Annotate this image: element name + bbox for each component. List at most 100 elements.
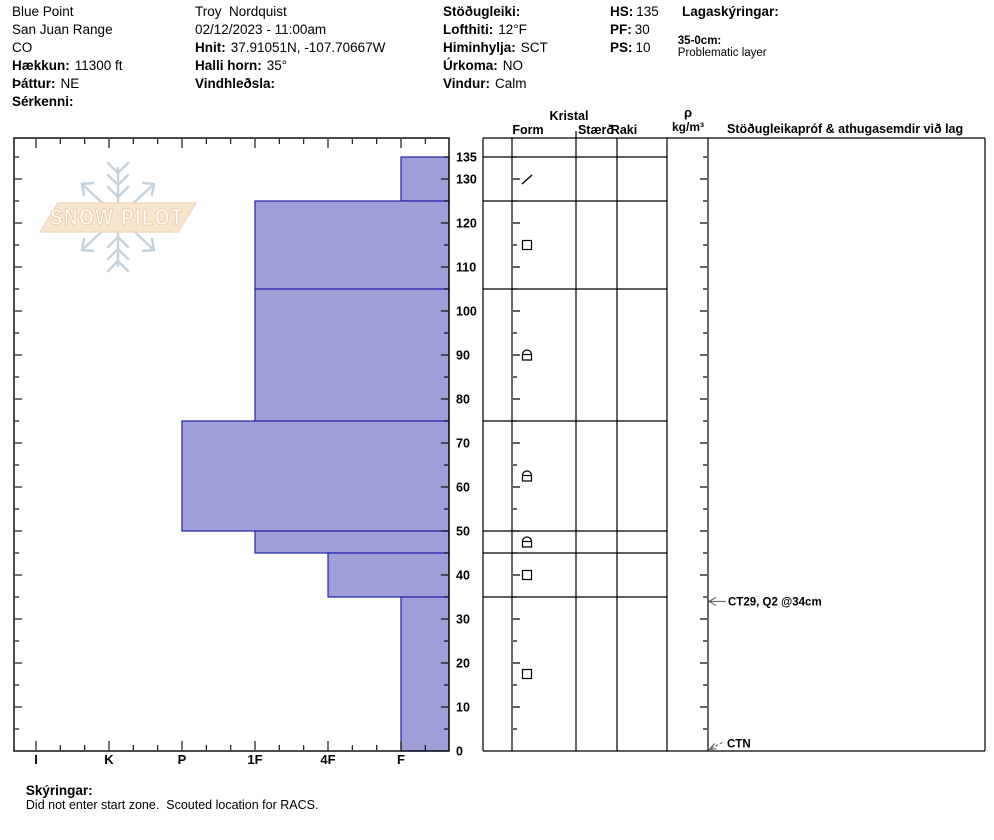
header-row: Þáttur: NE xyxy=(12,75,123,93)
depth-axis-labels: 0 10 20 30 40 50 60 70 80 90 100 110 120 130 135 xyxy=(456,151,477,759)
header-row: Blue Point xyxy=(12,3,123,21)
chart-ticks xyxy=(15,139,448,750)
grain-form-symbols xyxy=(521,174,533,680)
hardness-label: K xyxy=(104,752,114,767)
logo-banner xyxy=(38,202,198,233)
grain-square-icon xyxy=(521,569,533,581)
stability-test-annotations: CT29, Q2 @34cm CTN xyxy=(707,596,822,751)
header-field-value: CO xyxy=(12,40,33,55)
header-row: Stöðugleiki: xyxy=(443,3,548,21)
depth-label: 60 xyxy=(456,481,470,495)
header-field-value: NE xyxy=(60,76,80,91)
layer-bar xyxy=(254,288,450,422)
header-row: Halli horn: 35° xyxy=(195,57,385,75)
depth-label: 0 xyxy=(456,745,463,759)
header-location-column: Blue Point San Juan Range CO Hækkun: 11300 f… xyxy=(12,3,123,111)
layer-bar xyxy=(254,530,450,554)
header-field-label: Vindur: xyxy=(443,76,490,91)
form-column-header: Form xyxy=(512,123,544,137)
arrow-left-icon xyxy=(707,596,717,606)
header-field-value: Troy Nordquist xyxy=(195,4,287,19)
header-field-value: San Juan Range xyxy=(12,22,113,37)
header-field-label: Vindhleðsla: xyxy=(195,76,276,91)
header-weather-column: Stöðugleiki: Lofthiti: 12°F Himinhylja: SCT Ú… xyxy=(443,3,548,93)
layer-bar xyxy=(327,552,450,598)
header-field-label: Hnit: xyxy=(195,40,226,55)
header-field-label: PF: xyxy=(610,22,632,37)
header-field-label: Sérkenni: xyxy=(12,94,74,109)
kristal-header: Kristal xyxy=(549,109,589,123)
layer-bar xyxy=(400,596,450,752)
depth-label: 50 xyxy=(456,525,470,539)
header-row: Úrkoma: NO xyxy=(443,57,548,75)
header-field-label: Lofthiti: xyxy=(443,22,494,37)
hardness-label: 4F xyxy=(320,752,335,767)
header-observer-column: Troy Nordquist 02/12/2023 - 11:00am Hnit: 3… xyxy=(195,3,385,93)
density-units-header: kg/m³ xyxy=(671,120,704,134)
header-field-value: SCT xyxy=(520,40,548,55)
depth-label: 135 xyxy=(456,151,477,165)
depth-label: 100 xyxy=(456,305,477,319)
hardness-label: F xyxy=(397,752,405,767)
header-field-value: 12°F xyxy=(498,22,527,37)
header-field-label: PS: xyxy=(610,40,633,55)
depth-label: 80 xyxy=(456,393,470,407)
depth-label: 10 xyxy=(456,701,470,715)
header-row: 02/12/2023 - 11:00am xyxy=(195,21,385,39)
header-field-label: Stöðugleiki: xyxy=(443,4,521,19)
header-row: Hnit: 37.91051N, -107.70667W xyxy=(195,39,385,57)
header-field-value: 37.91051N, -107.70667W xyxy=(230,40,386,55)
grain-slash-icon xyxy=(521,174,533,185)
pit-notes: Skýringar: Did not enter start zone. Sco… xyxy=(12,769,319,826)
depth-label: 70 xyxy=(456,437,470,451)
hardness-axis-labels: I K P 1F 4F F xyxy=(34,752,405,767)
pit-notes-text: Did not enter start zone. Scouted locati… xyxy=(25,798,319,812)
header-field-label: HS: xyxy=(610,4,634,19)
hardness-label: 1F xyxy=(247,752,262,767)
depth-label: 130 xyxy=(456,173,477,187)
wetness-column-header: Raki xyxy=(610,123,638,137)
test-annotation: CT29, Q2 @34cm xyxy=(728,596,822,608)
depth-label: 20 xyxy=(456,657,470,671)
depth-label: 90 xyxy=(456,349,470,363)
layer-note-text: Problematic layer xyxy=(677,47,767,59)
header-row: CO xyxy=(12,39,123,57)
header-field-label: Þáttur: xyxy=(12,76,56,91)
header-field-value: 30 xyxy=(634,22,650,37)
logo-text: SNOW PILOT xyxy=(50,204,184,230)
header-row: Vindhleðsla: xyxy=(195,75,385,93)
layer-bar xyxy=(181,420,450,532)
header-field-value: 135 xyxy=(636,4,659,19)
header-row: Lofthiti: 12°F xyxy=(443,21,548,39)
depth-label: 120 xyxy=(456,217,477,231)
header-field-label: Halli horn: xyxy=(195,58,262,73)
layer-bar xyxy=(254,200,450,290)
header-row: PF: 30 xyxy=(610,21,659,39)
header-field-value: 35° xyxy=(266,58,288,73)
hardness-label: P xyxy=(178,752,187,767)
stability-tests-header: Stöðugleikapróf & athugasemdir við lag xyxy=(727,122,964,136)
header-row: HS: 135 xyxy=(610,3,659,21)
layer-note-range: 35-0cm: xyxy=(677,35,722,47)
size-column-header: Stærð xyxy=(577,123,615,137)
header-field-value: Blue Point xyxy=(12,4,74,19)
header-row: PS: 10 xyxy=(610,39,659,57)
header-field-value: NO xyxy=(502,58,524,73)
header-field-value: Calm xyxy=(495,76,527,91)
header-field-label: Himinhylja: xyxy=(443,40,516,55)
depth-label: 30 xyxy=(456,613,470,627)
snowflake-icon xyxy=(80,161,156,273)
header-field-value: 11300 ft xyxy=(74,58,123,73)
header-row: Vindur: Calm xyxy=(443,75,548,93)
header-row: Hækkun: 11300 ft xyxy=(12,57,123,75)
header-row: Himinhylja: SCT xyxy=(443,39,548,57)
layer-note: 35-0cm: Problematic layer xyxy=(665,23,767,71)
depth-label: 110 xyxy=(456,261,476,275)
snowpilot-watermark: SNOW PILOT xyxy=(38,161,198,273)
header-row: Troy Nordquist xyxy=(195,3,385,21)
grain-square-icon xyxy=(521,668,533,680)
header-field-value: 02/12/2023 - 11:00am xyxy=(195,22,327,37)
header-row: Sérkenni: xyxy=(12,93,123,111)
